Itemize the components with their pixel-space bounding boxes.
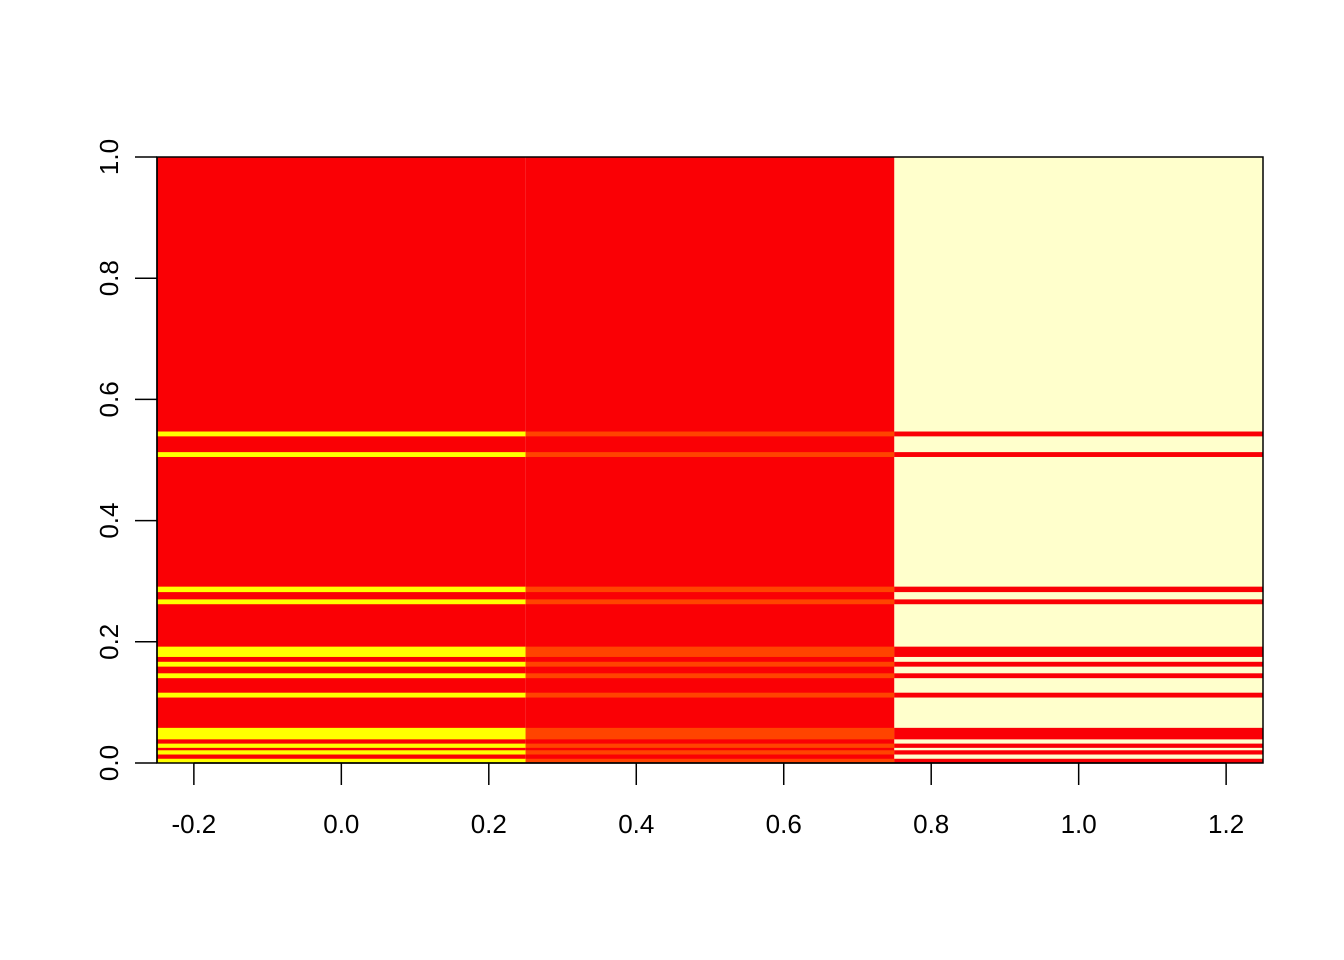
- heatmap-stripe: [525, 599, 895, 605]
- heatmap-stripe: [894, 727, 1263, 740]
- heatmap-stripe: [157, 750, 526, 755]
- heatmap-stripe: [894, 692, 1263, 698]
- x-tick-label: 0.0: [323, 809, 359, 839]
- heatmap-stripe: [157, 692, 526, 698]
- heatmap-stripe: [894, 750, 1263, 755]
- x-tick-label: 1.2: [1208, 809, 1244, 839]
- heatmap-stripe: [525, 646, 895, 657]
- y-tick-label: 1.0: [94, 139, 124, 175]
- heatmap-stripe: [157, 599, 526, 605]
- x-tick-label: 1.0: [1061, 809, 1097, 839]
- heatmap-stripe: [157, 727, 526, 740]
- heatmap-stripe: [894, 646, 1263, 657]
- heatmap-stripe: [525, 431, 895, 437]
- heatmap-stripe: [157, 743, 526, 748]
- heatmap-stripe: [894, 599, 1263, 605]
- heatmap-stripe: [157, 646, 526, 657]
- heatmap-stripe: [894, 758, 1263, 763]
- heatmap-stripe: [894, 586, 1263, 593]
- x-tick-label: 0.6: [766, 809, 802, 839]
- heatmap-stripe: [525, 673, 895, 679]
- heatmap-stripe: [157, 758, 526, 763]
- heatmap-stripe: [525, 750, 895, 755]
- heatmap-stripe: [157, 452, 526, 457]
- heatmap-stripe: [525, 452, 895, 457]
- heatmap-stripe: [525, 586, 895, 593]
- y-tick-label: 0.4: [94, 503, 124, 539]
- heatmap-stripe: [525, 692, 895, 698]
- heatmap-cells: [157, 157, 1263, 763]
- heatmap-stripe: [894, 431, 1263, 437]
- heatmap-stripe: [894, 673, 1263, 679]
- heatmap-stripe: [157, 586, 526, 593]
- y-tick-label: 0.0: [94, 745, 124, 781]
- heatmap-stripe: [525, 661, 895, 667]
- heatmap-stripe: [894, 743, 1263, 748]
- x-tick-label: -0.2: [171, 809, 216, 839]
- heatmap-stripe: [525, 758, 895, 763]
- heatmap-stripe: [157, 431, 526, 437]
- x-tick-label: 0.4: [618, 809, 654, 839]
- y-axis: 0.0 0.2 0.4 0.6 0.8 1.0: [94, 139, 158, 781]
- x-tick-label: 0.8: [913, 809, 949, 839]
- heatmap-stripe: [157, 661, 526, 667]
- heatmap-column-2: [525, 157, 895, 763]
- x-tick-label: 0.2: [471, 809, 507, 839]
- y-tick-label: 0.2: [94, 624, 124, 660]
- heatmap-stripe: [525, 743, 895, 748]
- heatmap-column-1: [157, 157, 526, 763]
- y-tick-label: 0.8: [94, 260, 124, 296]
- heatmap-stripe: [894, 661, 1263, 667]
- heatmap-column-3: [894, 157, 1263, 763]
- y-tick-label: 0.6: [94, 381, 124, 417]
- heatmap-stripe: [525, 727, 895, 740]
- heatmap-stripe: [894, 452, 1263, 457]
- x-axis: -0.2 0.0 0.2 0.4 0.6 0.8 1.0 1.2: [171, 762, 1244, 839]
- heatmap-stripe: [157, 673, 526, 679]
